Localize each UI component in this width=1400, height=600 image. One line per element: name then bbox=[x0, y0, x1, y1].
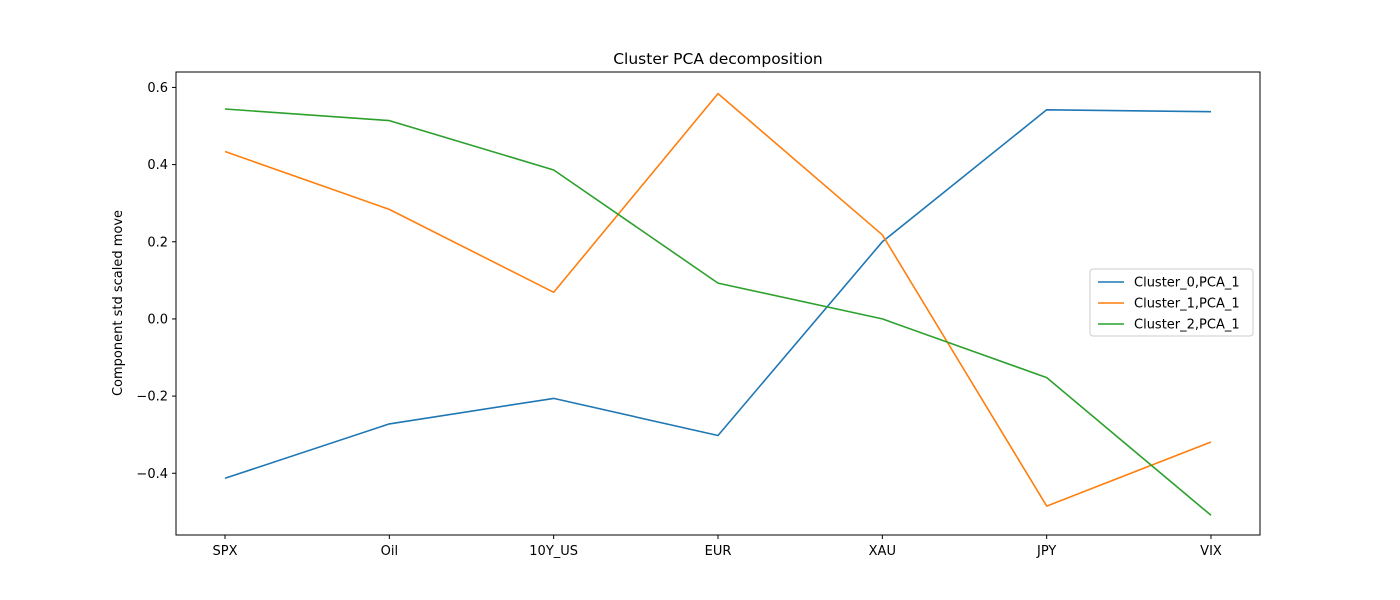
y-tick-label: 0.4 bbox=[147, 158, 168, 173]
series-line-1 bbox=[224, 92, 1212, 507]
plot-frame bbox=[175, 71, 1261, 536]
x-tick-label: 10Y_US bbox=[529, 544, 578, 559]
x-tick-label: VIX bbox=[1200, 544, 1222, 559]
legend-label-2: Cluster_2,PCA_1 bbox=[1134, 318, 1240, 333]
x-tick-label: XAU bbox=[869, 544, 896, 559]
plot-area: SPX Oil 10Y_US EUR XAU JPY VIX −0.4 −0.2 0.0 0.2 0.… bbox=[136, 81, 1221, 559]
x-tick-label: Oil bbox=[381, 544, 398, 559]
chart-title: Cluster PCA decomposition bbox=[613, 50, 823, 68]
y-tick-label: 0.0 bbox=[147, 312, 168, 327]
y-tick-label: 0.2 bbox=[147, 235, 168, 250]
x-tick-label: SPX bbox=[213, 544, 238, 559]
y-tick-label: −0.4 bbox=[136, 467, 168, 482]
legend-box bbox=[1089, 268, 1254, 337]
x-tick-label: JPY bbox=[1036, 544, 1056, 559]
series-line-0 bbox=[224, 109, 1212, 480]
x-tick-label: EUR bbox=[705, 544, 732, 559]
legend: Cluster_0,PCA_1 Cluster_1,PCA_1 Cluster_2,… bbox=[1089, 268, 1254, 337]
y-tick-label: −0.2 bbox=[136, 390, 168, 405]
y-tick-label: 0.6 bbox=[147, 81, 168, 96]
legend-label-0: Cluster_0,PCA_1 bbox=[1134, 276, 1240, 291]
legend-label-1: Cluster_1,PCA_1 bbox=[1134, 297, 1240, 312]
series-line-2 bbox=[224, 108, 1212, 516]
y-axis-label: Component std scaled move bbox=[111, 210, 126, 396]
